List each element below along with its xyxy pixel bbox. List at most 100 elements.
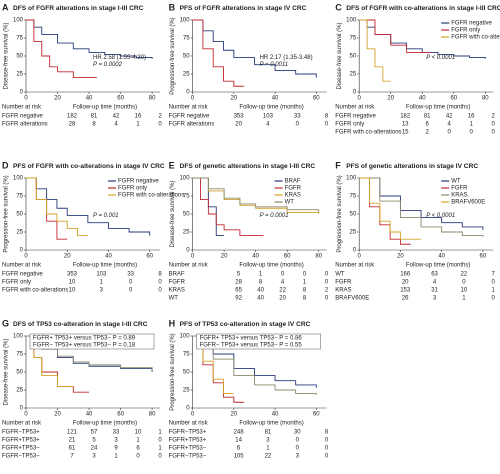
- risk-count: 0: [325, 280, 329, 286]
- y-tick-label: 0: [186, 248, 190, 254]
- panel-letter: A: [2, 2, 9, 12]
- survival-curve: [192, 335, 317, 396]
- risk-label: Number at risk: [2, 105, 42, 111]
- risk-count: 10: [69, 280, 76, 286]
- y-tick-label: 0: [20, 406, 24, 412]
- risk-count: 6: [237, 446, 241, 452]
- risk-count: 0: [296, 122, 300, 128]
- risk-count: 105: [234, 454, 245, 460]
- x-tick-label: 0: [24, 96, 28, 102]
- risk-count: 15: [402, 130, 409, 136]
- x-tick-label: 80: [482, 96, 489, 102]
- risk-count: 28: [69, 122, 76, 128]
- risk-count: 0: [325, 296, 329, 302]
- y-axis-label: Progression-free survival (%): [4, 175, 10, 252]
- risk-count: 1: [136, 438, 140, 444]
- risk-row-name: FGFR alterations: [2, 122, 48, 128]
- risk-row-name: KRAS: [335, 288, 351, 294]
- risk-label: Number at risk: [335, 105, 375, 111]
- survival-curve: [26, 19, 97, 79]
- risk-count: 0: [296, 438, 300, 444]
- risk-count: 0: [296, 446, 300, 452]
- risk-count: 8: [259, 280, 263, 286]
- risk-count: 61: [69, 446, 76, 452]
- x-tick-label: 40: [438, 254, 445, 260]
- risk-row-name: WT: [335, 272, 345, 278]
- risk-label: Number at risk: [2, 263, 42, 269]
- y-tick-label: 25: [16, 388, 23, 394]
- risk-count: 0: [448, 130, 452, 136]
- x-tick-label: 0: [358, 254, 362, 260]
- risk-count: 0: [325, 272, 329, 278]
- risk-count: 33: [294, 114, 301, 120]
- risk-count: 22: [265, 454, 272, 460]
- x-tick-label: 0: [358, 96, 362, 102]
- risk-count: 9: [114, 446, 118, 452]
- x-tick-label: 20: [230, 96, 237, 102]
- risk-count: 353: [67, 272, 78, 278]
- risk-count: 2: [492, 114, 496, 120]
- x-tick-label: 60: [450, 96, 457, 102]
- panel-title: DFS of FGFR alterations in stage I-III C…: [13, 5, 144, 12]
- y-tick-label: 0: [353, 90, 357, 96]
- x-tick-label: 0: [24, 412, 28, 418]
- risk-count: 28: [235, 280, 242, 286]
- x-tick-label: 20: [221, 254, 228, 260]
- x-tick-label: 60: [284, 254, 291, 260]
- risk-row-name: FGFR+TP53+: [169, 438, 207, 444]
- annotation: FGFR+ TP53+ versus TP53− P = 0.89: [33, 336, 136, 342]
- risk-count: 42: [446, 114, 453, 120]
- y-tick-label: 100: [180, 176, 191, 182]
- risk-count: 0: [325, 122, 329, 128]
- x-tick-label: 60: [480, 254, 487, 260]
- annotation: HR 2.17 (1.35-3.48): [260, 55, 313, 61]
- risk-count: 1: [303, 280, 307, 286]
- risk-count: 8: [92, 122, 96, 128]
- legend-label: KRAS: [285, 193, 301, 199]
- risk-label: Number at risk: [2, 421, 42, 427]
- risk-count: 92: [235, 296, 242, 302]
- risk-count: 0: [129, 288, 133, 294]
- risk-row-name: FGFR−TP53−: [2, 454, 40, 460]
- x-tick-label: 40: [272, 412, 279, 418]
- x-tick-label: 60: [117, 412, 124, 418]
- risk-count: 0: [492, 280, 496, 286]
- risk-row-name: FGFR−TP53+: [169, 430, 207, 436]
- y-axis-label: Disease-free survival (%): [337, 22, 343, 89]
- y-tick-label: 50: [16, 212, 23, 218]
- y-tick-label: 75: [16, 352, 23, 358]
- risk-row-name: FGFR+TP53−: [2, 446, 40, 452]
- y-tick-label: 75: [16, 36, 23, 42]
- x-axis-label: Follow-up time (months): [239, 263, 303, 269]
- y-tick-label: 100: [346, 176, 357, 182]
- y-tick-label: 100: [13, 176, 24, 182]
- risk-row-name: BRAF: [169, 272, 185, 278]
- x-axis-label: Follow-up time (months): [239, 421, 303, 427]
- x-tick-label: 20: [387, 96, 394, 102]
- y-tick-label: 50: [16, 54, 23, 60]
- x-axis-label: Follow-up time (months): [406, 105, 470, 111]
- risk-row-name: FGFR alterations: [169, 122, 215, 128]
- panel-letter: E: [169, 160, 175, 170]
- risk-count: 103: [263, 114, 274, 120]
- risk-count: 0: [158, 280, 162, 286]
- x-tick-label: 80: [149, 412, 156, 418]
- risk-count: 0: [492, 122, 496, 128]
- risk-count: 4: [448, 122, 452, 128]
- risk-row-name: KRAS: [169, 288, 185, 294]
- risk-row-name: FGFR only: [2, 280, 31, 286]
- risk-count: 16: [135, 114, 142, 120]
- risk-count: 8: [158, 272, 162, 278]
- risk-count: 6: [426, 122, 430, 128]
- y-tick-label: 100: [180, 18, 191, 24]
- risk-row-name: FGFR: [335, 280, 352, 286]
- y-tick-label: 75: [350, 194, 357, 200]
- risk-count: 4: [266, 122, 270, 128]
- risk-count: 1: [470, 122, 474, 128]
- risk-count: 0: [325, 438, 329, 444]
- risk-count: 81: [424, 114, 431, 120]
- panel-letter: F: [335, 160, 341, 170]
- x-tick-label: 60: [313, 412, 320, 418]
- panel-letter: B: [169, 2, 176, 12]
- risk-row-name: FGFR+TP53−: [169, 446, 207, 452]
